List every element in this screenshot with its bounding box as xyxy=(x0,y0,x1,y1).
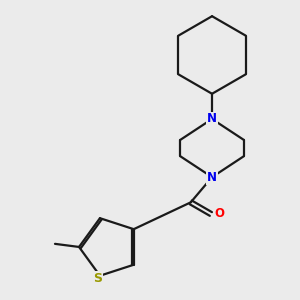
Text: N: N xyxy=(207,112,217,125)
Text: N: N xyxy=(207,171,217,184)
Text: S: S xyxy=(94,272,103,285)
Text: O: O xyxy=(214,208,224,220)
